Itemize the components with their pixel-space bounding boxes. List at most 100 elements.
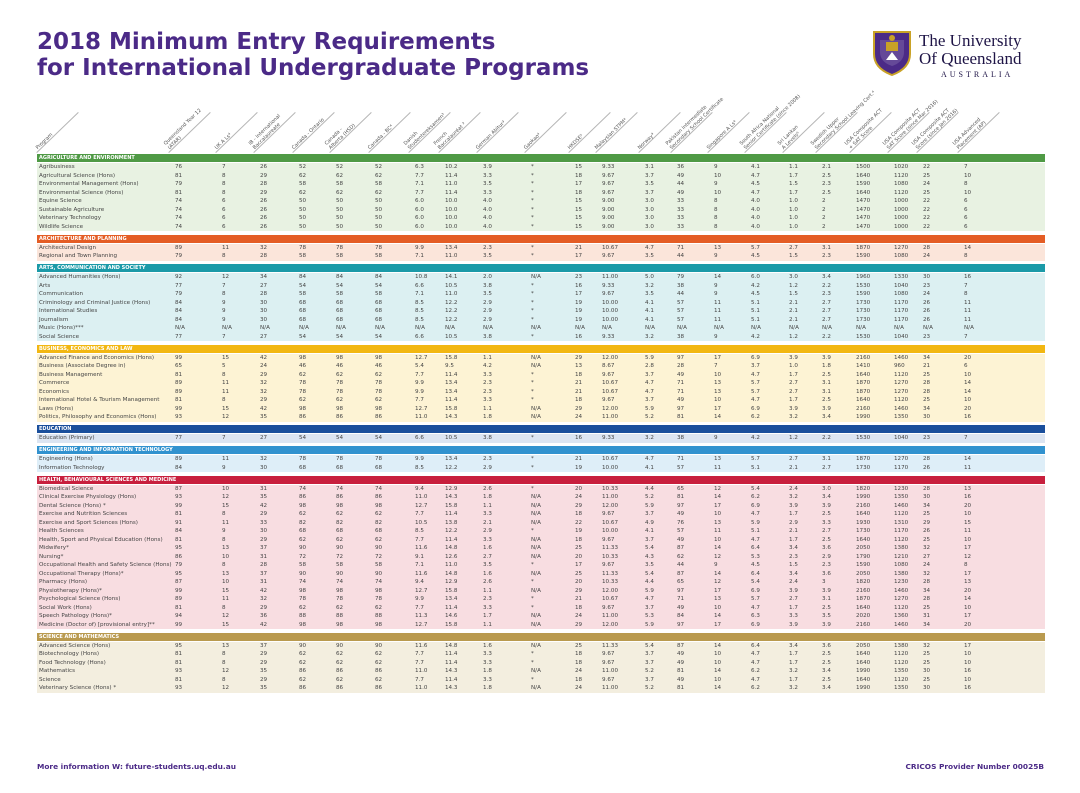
requirement-cell: * [531,189,534,196]
requirement-cell: 14 [714,545,722,551]
requirement-cell: 62 [299,659,307,666]
requirement-cell: 2.3 [822,562,831,568]
requirement-cell: * [531,388,534,395]
requirement-cell: 28 [260,291,268,297]
table-row: Health Sciences 84 9 30 68 68 68 8.5 12.2 2.9 * 19 1… [37,527,1045,536]
requirement-cell: 26 [260,164,268,170]
requirement-cell: N/A [531,325,541,331]
requirement-cell: 1170 [894,299,909,306]
requirement-cell: 15 [222,502,230,509]
requirement-cell: 78 [299,596,307,602]
requirement-cell: 8 [222,291,226,297]
requirement-cell: 14 [714,668,722,674]
requirement-cell: 9.33 [602,333,615,340]
requirement-cell: 99 [175,405,183,412]
requirement-cell: 1.8 [483,414,492,420]
requirement-cell: 21 [923,363,931,369]
requirement-cell: 10.2 [445,164,458,170]
requirement-cell: 65 [677,485,685,492]
requirement-cell: 1170 [894,316,909,323]
table-row: Journalism 84 9 30 68 68 68 8.5 12.2 2.9 * 19 10.00 4… [37,315,1045,324]
requirement-cell: 1820 [856,579,871,585]
requirement-cell: 1000 [894,223,909,230]
requirement-cell: 14.3 [445,494,458,500]
requirement-cell: 62 [375,536,383,543]
requirement-cell: 30 [260,316,268,323]
requirement-cell: 3.9 [822,502,831,509]
program-name: Business Management [39,371,103,378]
requirement-cell: 4.7 [751,659,760,666]
requirement-cell: 11 [964,308,972,314]
requirement-cell: 1120 [894,651,909,657]
requirement-cell: 68 [336,464,344,471]
table-row: Business Management 81 8 29 62 62 62 7.7 11.4 3.3… [37,370,1045,379]
requirement-cell: 1.5 [789,181,798,187]
requirement-cell: N/A [894,325,904,331]
requirement-cell: 8 [714,198,718,204]
requirement-cell: 29 [260,511,268,517]
requirement-cell: 33 [260,519,268,526]
requirement-cell: 1120 [894,536,909,543]
requirement-cell: 20 [964,354,972,361]
requirement-cell: 84 [175,464,183,471]
requirement-cell: 29 [260,536,268,543]
requirement-cell: 1.8 [483,494,492,500]
requirement-cell: 62 [677,553,685,560]
requirement-cell: 26 [260,198,268,204]
requirement-cell: 1120 [894,604,909,611]
requirement-cell: 1.7 [789,659,798,666]
requirement-cell: 9.67 [602,562,615,568]
program-name: Environmental Science (Hons) [39,189,124,196]
table-row: Regional and Town Planning 79 8 28 58 58 58 7.1… [37,252,1045,261]
requirement-cell: 1170 [894,308,909,314]
requirement-cell: 16 [575,435,583,441]
requirement-cell: 23 [575,274,583,280]
requirement-cell: 1990 [856,685,871,691]
requirement-cell: N/A [531,354,541,361]
requirement-cell: 3.7 [645,536,654,543]
table-row: Commerce 89 11 32 78 78 78 9.9 13.4 2.3 * 21 10.67 4.… [37,379,1045,388]
requirement-cell: 24 [923,291,931,297]
requirement-cell: 2.3 [483,596,492,602]
requirement-cell: N/A [531,613,541,619]
requirement-cell: 10.8 [415,274,428,280]
requirement-cell: 98 [375,621,383,628]
requirement-cell: 2.1 [789,528,798,534]
requirement-cell: 4.1 [645,464,654,471]
requirement-cell: 77 [175,333,183,340]
requirement-cell: 30 [260,528,268,534]
requirement-cell: 5.7 [751,380,760,386]
requirement-cell: 90 [375,545,383,551]
requirement-cell: 1120 [894,676,909,683]
requirement-cell: 22 [923,206,931,213]
requirement-cell: 25 [923,511,931,517]
requirement-cell: 93 [175,414,183,420]
requirement-cell: 11.33 [602,642,619,649]
requirement-cell: 11.4 [445,659,458,666]
requirement-cell: 20 [964,405,972,412]
requirement-cell: 5.2 [645,685,654,691]
requirement-cell: 38 [677,435,685,441]
requirement-cell: 3.4 [789,570,798,577]
requirement-cell: 15.8 [445,502,458,509]
requirement-cell: 90 [336,642,344,649]
requirement-cell: 1640 [856,172,871,179]
requirement-cell: 2.3 [822,291,831,297]
requirement-cell: 1730 [856,316,871,323]
requirement-cell: 14 [714,685,722,691]
requirement-cell: 30 [923,668,931,674]
requirement-cell: 25 [575,570,583,577]
requirement-cell: 90 [299,642,307,649]
requirement-cell: 5 [222,363,226,369]
requirement-cell: 1120 [894,172,909,179]
requirement-cell: 62 [336,172,344,179]
requirement-cell: 7.7 [415,397,424,403]
requirement-cell: 26 [923,464,931,471]
requirement-cell: 54 [299,282,307,289]
requirement-cell: 3.0 [645,198,654,204]
more-information-link[interactable]: More information W: future-students.uq.e… [37,762,236,771]
requirement-cell: 2.3 [822,253,831,259]
requirement-cell: 49 [677,659,685,666]
requirement-cell: 15 [575,206,583,213]
requirement-cell: 68 [336,299,344,306]
